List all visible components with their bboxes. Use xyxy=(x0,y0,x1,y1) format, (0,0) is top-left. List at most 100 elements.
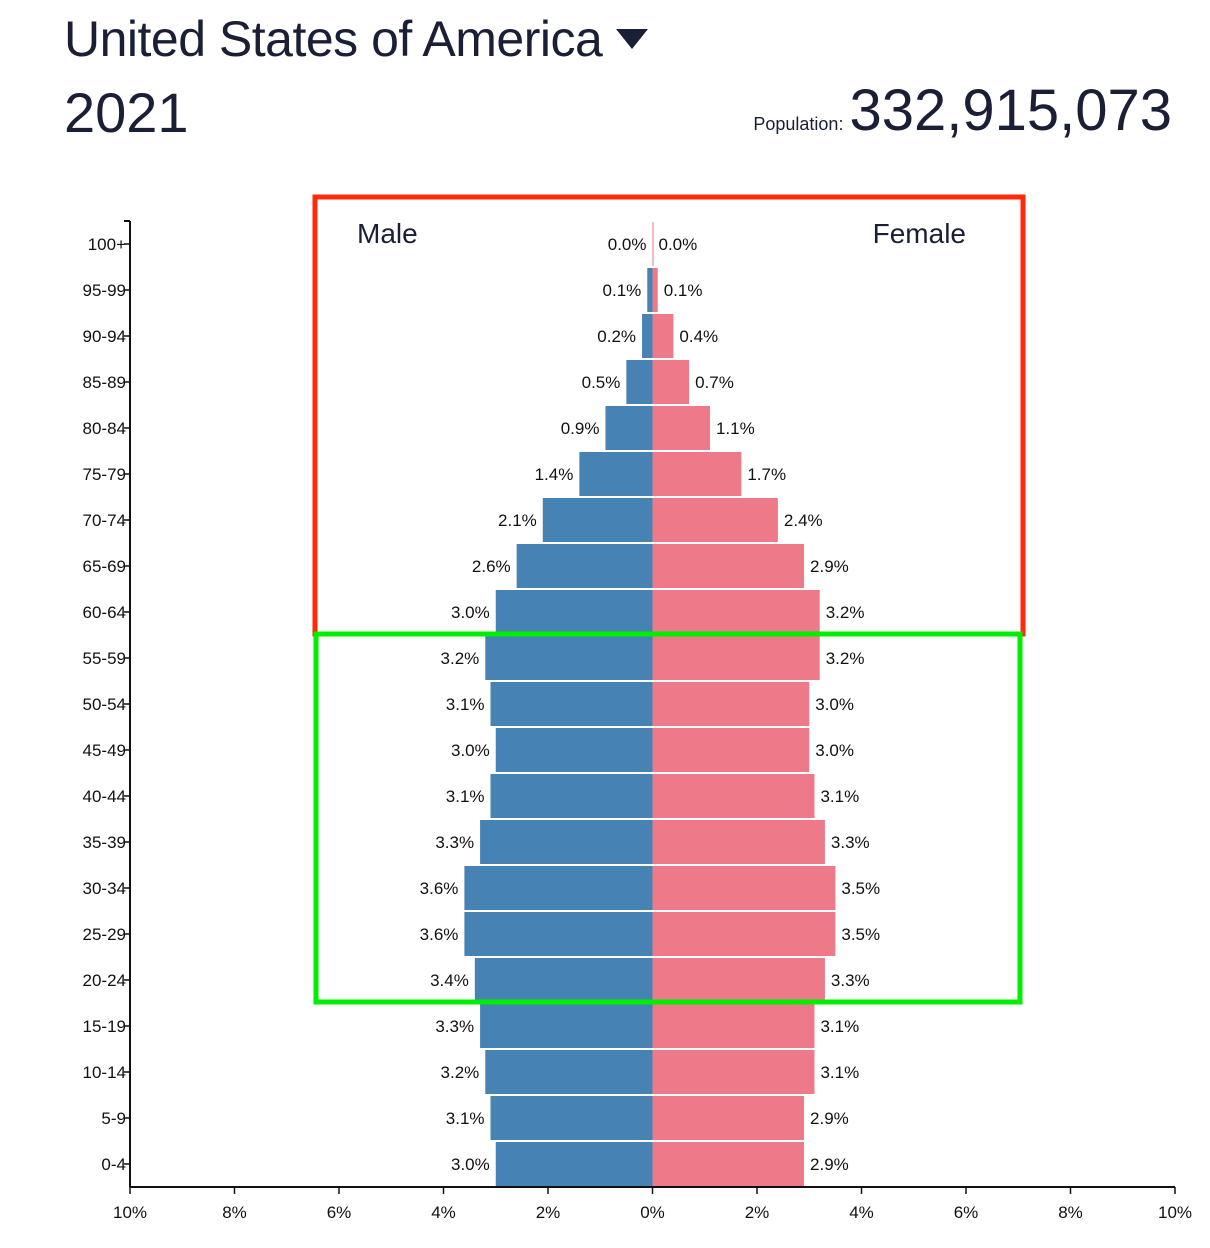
x-tick-label: 8% xyxy=(222,1203,247,1222)
male-bar-50-54 xyxy=(490,682,653,726)
female-bar-100+ xyxy=(652,222,654,266)
x-tick-label: 6% xyxy=(954,1203,979,1222)
y-tick-label: 55-59 xyxy=(83,649,126,668)
y-tick-label: 95-99 xyxy=(83,281,126,300)
male-bar-80-84 xyxy=(605,406,653,450)
male-bar-60-64 xyxy=(495,590,653,634)
female-bar-20-24 xyxy=(652,958,825,1002)
female-bar-65-69 xyxy=(652,544,805,588)
y-tick-label: 85-89 xyxy=(83,373,126,392)
male-bar-55-59 xyxy=(485,636,653,680)
male-value-label: 3.0% xyxy=(451,603,490,622)
country-selector[interactable]: United States of America xyxy=(64,8,649,70)
male-value-label: 3.6% xyxy=(420,879,459,898)
female-value-label: 0.4% xyxy=(679,327,718,346)
female-value-label: 3.1% xyxy=(820,1017,859,1036)
male-bar-20-24 xyxy=(474,958,653,1002)
male-value-label: 3.2% xyxy=(441,1063,480,1082)
legend-male: Male xyxy=(357,218,418,249)
female-value-label: 3.1% xyxy=(820,1063,859,1082)
male-value-label: 3.1% xyxy=(446,695,485,714)
male-value-label: 2.1% xyxy=(498,511,537,530)
highlight-box xyxy=(313,631,1023,1005)
population-summary: Population: 332,915,073 xyxy=(753,78,1172,144)
y-tick-label: 100+ xyxy=(88,235,126,254)
y-tick-label: 35-39 xyxy=(83,833,126,852)
y-tick-label: 25-29 xyxy=(83,925,126,944)
male-bar-70-74 xyxy=(542,498,653,542)
y-tick-label: 50-54 xyxy=(83,695,126,714)
male-bar-30-34 xyxy=(464,866,653,910)
male-value-label: 0.2% xyxy=(597,327,636,346)
female-bar-30-34 xyxy=(652,866,836,910)
male-value-label: 3.4% xyxy=(430,971,469,990)
male-value-label: 2.6% xyxy=(472,557,511,576)
male-value-label: 3.3% xyxy=(435,833,474,852)
y-tick-label: 80-84 xyxy=(83,419,126,438)
female-value-label: 2.9% xyxy=(810,1109,849,1128)
female-bar-45-49 xyxy=(652,728,810,772)
population-value: 332,915,073 xyxy=(849,78,1172,143)
female-bar-0-4 xyxy=(652,1142,805,1186)
female-value-label: 3.1% xyxy=(820,787,859,806)
female-bar-40-44 xyxy=(652,774,815,818)
y-tick-label: 90-94 xyxy=(83,327,126,346)
male-value-label: 0.5% xyxy=(582,373,621,392)
y-tick-label: 5-9 xyxy=(101,1109,126,1128)
male-bar-75-79 xyxy=(579,452,653,496)
female-value-label: 3.5% xyxy=(841,879,880,898)
x-tick-label: 0% xyxy=(640,1203,665,1222)
female-value-label: 3.3% xyxy=(831,971,870,990)
female-bar-70-74 xyxy=(652,498,778,542)
female-bar-60-64 xyxy=(652,590,820,634)
female-bar-5-9 xyxy=(652,1096,805,1140)
male-value-label: 0.9% xyxy=(561,419,600,438)
female-bar-10-14 xyxy=(652,1050,815,1094)
female-bar-15-19 xyxy=(652,1004,815,1048)
y-tick-label: 70-74 xyxy=(83,511,126,530)
female-value-label: 3.0% xyxy=(815,695,854,714)
male-bar-10-14 xyxy=(485,1050,653,1094)
x-tick-label: 2% xyxy=(745,1203,770,1222)
x-tick-label: 4% xyxy=(849,1203,874,1222)
male-bar-90-94 xyxy=(642,314,653,358)
female-value-label: 2.4% xyxy=(784,511,823,530)
female-value-label: 1.1% xyxy=(716,419,755,438)
female-bar-80-84 xyxy=(652,406,710,450)
female-value-label: 1.7% xyxy=(747,465,786,484)
female-value-label: 0.0% xyxy=(659,235,698,254)
male-value-label: 3.1% xyxy=(446,1109,485,1128)
female-value-label: 3.0% xyxy=(815,741,854,760)
female-value-label: 3.2% xyxy=(826,649,865,668)
female-value-label: 0.7% xyxy=(695,373,734,392)
female-value-label: 3.2% xyxy=(826,603,865,622)
country-name: United States of America xyxy=(64,11,603,67)
male-value-label: 3.1% xyxy=(446,787,485,806)
male-value-label: 3.6% xyxy=(420,925,459,944)
male-value-label: 3.2% xyxy=(441,649,480,668)
female-bar-75-79 xyxy=(652,452,742,496)
caret-down-icon[interactable] xyxy=(616,28,649,49)
female-bar-55-59 xyxy=(652,636,820,680)
female-value-label: 0.1% xyxy=(664,281,703,300)
population-label: Population: xyxy=(753,114,844,134)
y-tick-label: 60-64 xyxy=(83,603,126,622)
male-value-label: 3.0% xyxy=(451,741,490,760)
y-tick-label: 40-44 xyxy=(83,787,126,806)
legend-female: Female xyxy=(873,218,966,249)
male-value-label: 0.0% xyxy=(608,235,647,254)
male-bar-40-44 xyxy=(490,774,653,818)
male-bar-85-89 xyxy=(626,360,653,404)
male-value-label: 0.1% xyxy=(603,281,642,300)
male-value-label: 3.3% xyxy=(435,1017,474,1036)
x-tick-label: 6% xyxy=(327,1203,352,1222)
x-tick-label: 10% xyxy=(1158,1203,1192,1222)
y-tick-label: 30-34 xyxy=(83,879,126,898)
male-bar-35-39 xyxy=(480,820,653,864)
female-value-label: 3.5% xyxy=(841,925,880,944)
male-bar-95-99 xyxy=(647,268,653,312)
x-tick-label: 2% xyxy=(536,1203,561,1222)
x-tick-label: 8% xyxy=(1058,1203,1083,1222)
y-tick-label: 75-79 xyxy=(83,465,126,484)
